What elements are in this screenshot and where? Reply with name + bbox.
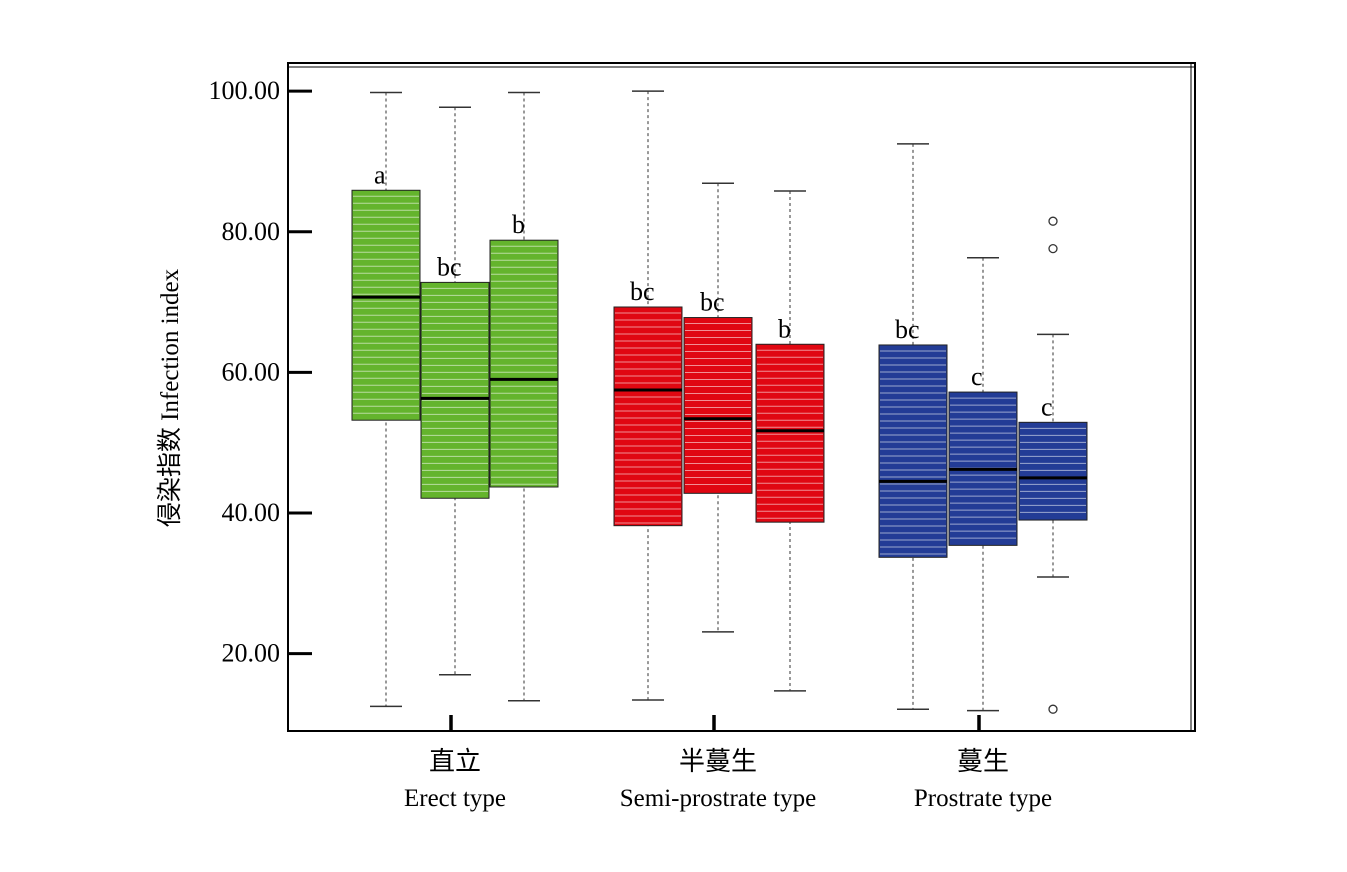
significance-letter: c <box>971 362 983 391</box>
box-body <box>878 344 948 558</box>
y-tick-label: 80.00 <box>222 217 281 246</box>
box-body <box>420 281 490 499</box>
significance-letter: b <box>512 210 525 239</box>
box-plot-item: c <box>948 257 1018 712</box>
box-plot-item: bc <box>420 106 490 676</box>
y-tick-label: 20.00 <box>222 639 281 668</box>
box-plot-item: b <box>755 190 825 692</box>
significance-letter: bc <box>700 288 725 317</box>
x-group-label-en: Erect type <box>404 785 506 812</box>
y-tick-label: 40.00 <box>222 498 281 527</box>
boxes-layer: a bc b bc bc b bc c c <box>351 90 1088 714</box>
x-group-label-cn: 直立 <box>429 747 481 776</box>
outlier-point <box>1048 243 1058 254</box>
significance-letter: b <box>778 314 791 343</box>
x-group-label-cn: 半蔓生 <box>679 747 757 776</box>
plot-frame <box>287 62 1196 732</box>
box-plot-item: bc <box>613 90 683 701</box>
box-plot-item: bc <box>683 182 753 633</box>
box-body <box>1018 421 1088 521</box>
box-body <box>683 317 753 494</box>
box-body <box>755 343 825 523</box>
significance-letter: bc <box>437 252 462 281</box>
y-tick-label: 60.00 <box>222 357 281 386</box>
box-plot-item: a <box>351 91 421 708</box>
x-group-label-en: Semi-prostrate type <box>620 785 816 812</box>
box-body <box>351 189 421 421</box>
x-axis: 直立 Erect type 半蔓生 Semi-prostrate type 蔓生 Pros… <box>404 715 1052 812</box>
outlier-point <box>1048 704 1058 714</box>
y-tick-label: 100.00 <box>209 76 281 105</box>
y-axis: 20.00 40.00 60.00 80.00 100.00 <box>209 76 312 668</box>
y-axis-label: 侵染指数 Infection index <box>156 268 184 527</box>
significance-letter: a <box>374 160 386 189</box>
box-plot-item: b <box>489 91 559 702</box>
significance-letter: c <box>1041 392 1053 421</box>
box-body <box>489 239 559 488</box>
outlier-point <box>1048 216 1058 226</box>
x-group-label-en: Prostrate type <box>914 785 1052 812</box>
significance-letter: bc <box>630 277 655 306</box>
significance-letter: bc <box>895 315 920 344</box>
x-group-label-cn: 蔓生 <box>957 747 1009 776</box>
box-plot-item: bc <box>878 143 948 710</box>
box-plot-item: c <box>1018 216 1088 714</box>
box-body <box>613 306 683 527</box>
